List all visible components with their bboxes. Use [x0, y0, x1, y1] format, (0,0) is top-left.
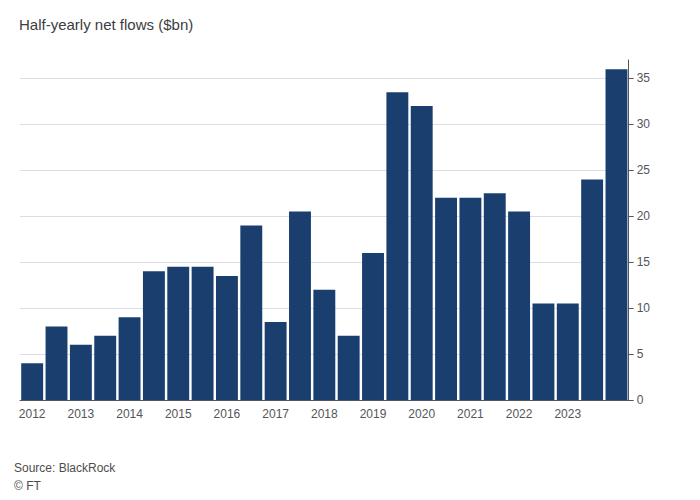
- svg-text:Half-yearly net flows ($bn): Half-yearly net flows ($bn): [19, 16, 193, 33]
- svg-text:30: 30: [637, 117, 651, 131]
- svg-text:Source: BlackRock: Source: BlackRock: [14, 461, 116, 475]
- svg-text:2015: 2015: [165, 407, 192, 421]
- svg-text:2013: 2013: [68, 407, 95, 421]
- svg-text:2017: 2017: [262, 407, 289, 421]
- svg-text:15: 15: [637, 255, 651, 269]
- svg-text:2014: 2014: [116, 407, 143, 421]
- svg-text:10: 10: [637, 301, 651, 315]
- svg-text:2012: 2012: [19, 407, 46, 421]
- svg-text:5: 5: [637, 347, 644, 361]
- svg-text:2016: 2016: [214, 407, 241, 421]
- svg-text:© FT: © FT: [14, 479, 42, 493]
- svg-text:25: 25: [637, 163, 651, 177]
- svg-text:2020: 2020: [408, 407, 435, 421]
- svg-text:2021: 2021: [457, 407, 484, 421]
- svg-text:2023: 2023: [554, 407, 581, 421]
- svg-text:20: 20: [637, 209, 651, 223]
- svg-text:35: 35: [637, 71, 651, 85]
- svg-text:0: 0: [637, 393, 644, 407]
- svg-text:2022: 2022: [506, 407, 533, 421]
- svg-text:2019: 2019: [360, 407, 387, 421]
- svg-text:2018: 2018: [311, 407, 338, 421]
